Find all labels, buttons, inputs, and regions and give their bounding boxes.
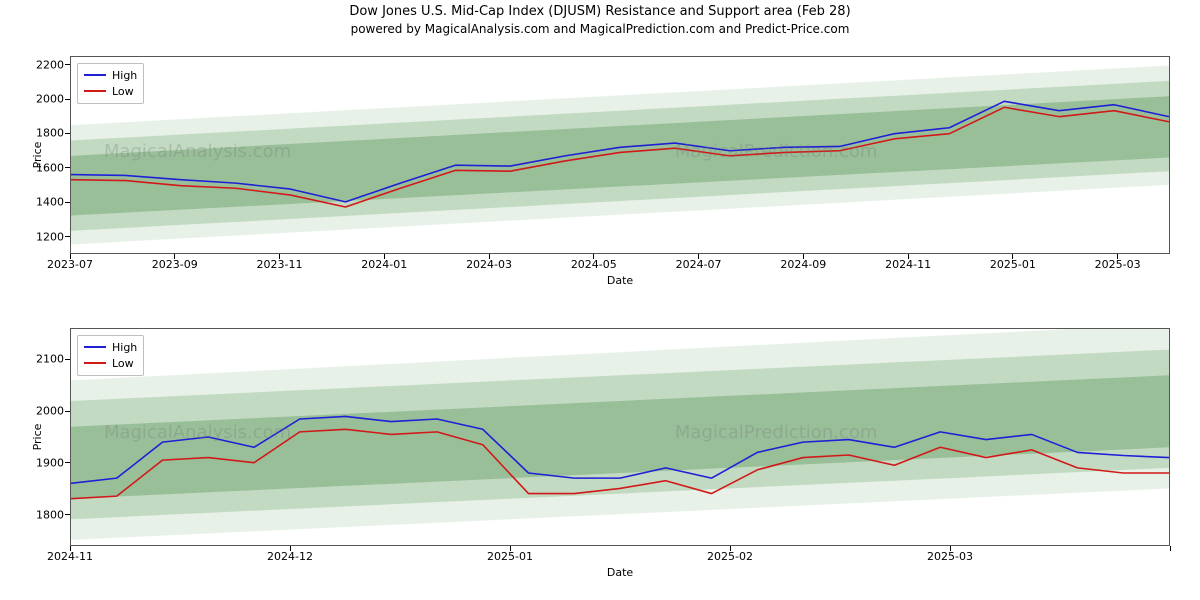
xtick-label: 2023-07 bbox=[47, 254, 93, 271]
svg-top bbox=[71, 57, 1169, 253]
xtick-label: 2023-11 bbox=[257, 254, 303, 271]
legend-label-low: Low bbox=[112, 85, 134, 98]
plot-area-bottom: MagicalAnalysis.com MagicalPrediction.co… bbox=[70, 328, 1170, 546]
x-axis-label-top: Date bbox=[607, 274, 633, 287]
ytick-label: 1200 bbox=[36, 230, 70, 243]
ytick-label: 2100 bbox=[36, 353, 70, 366]
ytick-label: 1600 bbox=[36, 161, 70, 174]
xtick-label: 2024-11 bbox=[885, 254, 931, 271]
xtick-label: 2024-05 bbox=[571, 254, 617, 271]
legend-swatch-low bbox=[84, 362, 106, 364]
xtick-label: 2025-03 bbox=[1095, 254, 1141, 271]
plot-area-top: MagicalAnalysis.com MagicalPrediction.co… bbox=[70, 56, 1170, 254]
chart-panel-top: MagicalAnalysis.com MagicalPrediction.co… bbox=[70, 56, 1170, 254]
ytick-label: 2200 bbox=[36, 58, 70, 71]
xtick-label: 2024-01 bbox=[361, 254, 407, 271]
xtick-mark bbox=[1170, 546, 1171, 551]
ytick-label: 1800 bbox=[36, 508, 70, 521]
legend-top: High Low bbox=[77, 63, 144, 104]
chart-title: Dow Jones U.S. Mid-Cap Index (DJUSM) Res… bbox=[0, 4, 1200, 19]
ytick-label: 1900 bbox=[36, 456, 70, 469]
ytick-label: 2000 bbox=[36, 93, 70, 106]
xtick-label: 2024-03 bbox=[466, 254, 512, 271]
legend-swatch-high bbox=[84, 74, 106, 76]
xtick-label: 2025-01 bbox=[487, 546, 533, 563]
chart-panel-bottom: MagicalAnalysis.com MagicalPrediction.co… bbox=[70, 328, 1170, 546]
svg-bottom bbox=[71, 329, 1169, 545]
ytick-label: 1800 bbox=[36, 127, 70, 140]
xtick-label: 2025-03 bbox=[927, 546, 973, 563]
chart-subtitle: powered by MagicalAnalysis.com and Magic… bbox=[0, 22, 1200, 36]
legend-label-high: High bbox=[112, 341, 137, 354]
xtick-label: 2024-12 bbox=[267, 546, 313, 563]
x-axis-label-bottom: Date bbox=[607, 566, 633, 579]
legend-swatch-high bbox=[84, 346, 106, 348]
xtick-label: 2025-01 bbox=[990, 254, 1036, 271]
legend-swatch-low bbox=[84, 90, 106, 92]
xtick-label: 2025-02 bbox=[707, 546, 753, 563]
xtick-label: 2024-09 bbox=[780, 254, 826, 271]
xtick-label: 2023-09 bbox=[152, 254, 198, 271]
legend-label-low: Low bbox=[112, 357, 134, 370]
xtick-label: 2024-07 bbox=[676, 254, 722, 271]
xtick-label: 2024-11 bbox=[47, 546, 93, 563]
ytick-label: 2000 bbox=[36, 405, 70, 418]
legend-bottom: High Low bbox=[77, 335, 144, 376]
ytick-label: 1400 bbox=[36, 196, 70, 209]
legend-label-high: High bbox=[112, 69, 137, 82]
y-axis-label-bottom: Price bbox=[31, 424, 44, 451]
